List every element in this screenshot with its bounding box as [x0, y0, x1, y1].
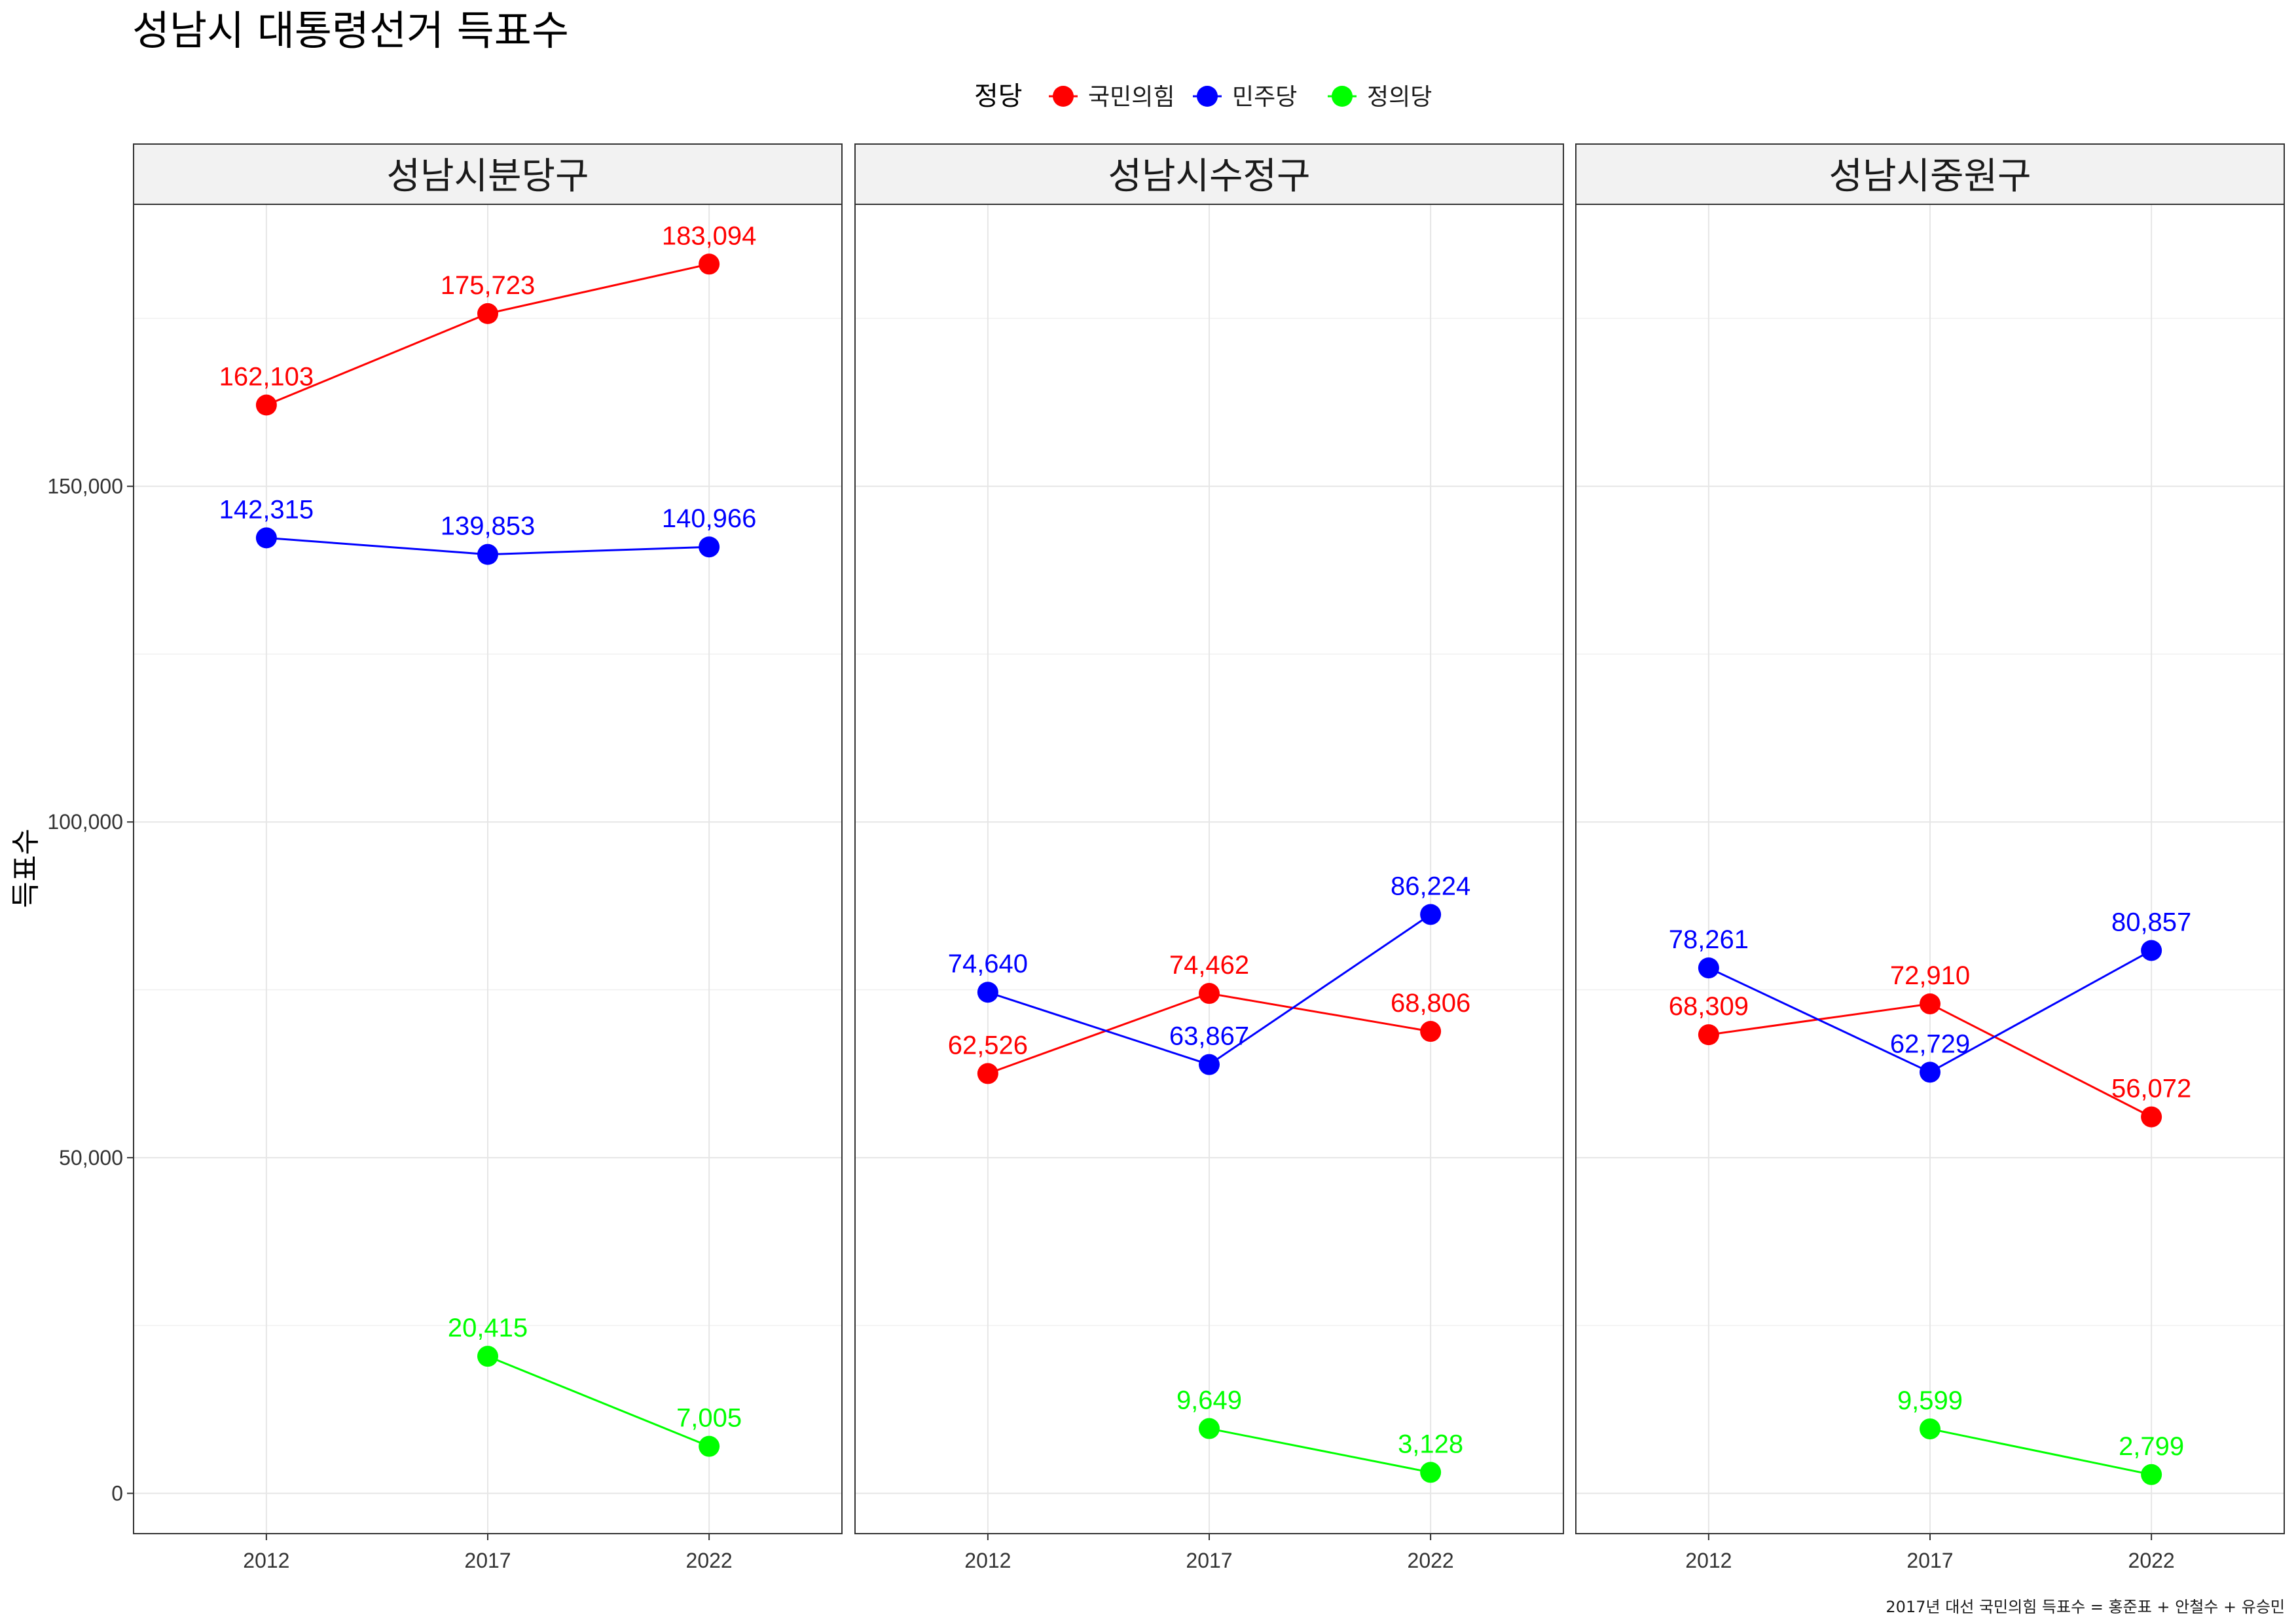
data-point-정의당: [1420, 1462, 1442, 1483]
data-point-국민의힘: [1920, 993, 1941, 1014]
y-tick-label: 100,000: [47, 810, 123, 834]
data-label-정의당: 9,649: [1176, 1386, 1242, 1415]
data-point-정의당: [699, 1435, 720, 1457]
y-axis-title: 득표수: [9, 828, 43, 908]
data-point-민주당: [477, 544, 498, 565]
data-point-국민의힘: [1420, 1021, 1442, 1043]
x-tick-label: 2022: [1408, 1549, 1454, 1572]
data-label-민주당: 80,857: [2111, 908, 2191, 936]
data-label-정의당: 3,128: [1398, 1430, 1463, 1458]
y-tick-label: 0: [111, 1481, 123, 1505]
data-point-민주당: [1698, 957, 1719, 979]
data-point-민주당: [1199, 1054, 1220, 1075]
series-line-국민의힘: [487, 263, 710, 315]
data-label-민주당: 78,261: [1669, 925, 1749, 954]
chart-title: 성남시 대통령선거 득표수: [132, 7, 569, 54]
data-point-정의당: [477, 1346, 498, 1367]
data-label-국민의힘: 175,723: [441, 271, 536, 300]
facet-strip: [1575, 143, 2285, 205]
legend-label-민주당: 민주당: [1232, 84, 1297, 111]
y-tick-label: 50,000: [59, 1146, 123, 1170]
series-line-정의당: [1209, 1428, 1431, 1473]
legend-key-marker-정의당: [1332, 86, 1353, 107]
data-point-국민의힘: [2141, 1106, 2162, 1128]
data-point-국민의힘: [477, 303, 498, 324]
x-tick-label: 2012: [964, 1549, 1011, 1572]
facet-strip-label: 성남시중원구: [1829, 155, 2031, 198]
legend-label-정의당: 정의당: [1367, 84, 1432, 111]
legend: 정당 국민의힘 민주당 정의당: [974, 81, 1432, 111]
x-tick-label: 2017: [1186, 1549, 1232, 1572]
data-label-민주당: 63,867: [1169, 1022, 1249, 1051]
data-label-민주당: 86,224: [1391, 872, 1470, 900]
facet-strip: [854, 143, 1564, 205]
series-line-민주당: [1209, 913, 1431, 1065]
series-line-민주당: [266, 536, 488, 556]
data-point-국민의힘: [977, 1063, 998, 1084]
data-label-국민의힘: 68,806: [1391, 989, 1470, 1018]
data-label-정의당: 2,799: [2119, 1432, 2184, 1461]
series-line-국민의힘: [1929, 1003, 2152, 1118]
data-label-국민의힘: 162,103: [219, 363, 314, 392]
data-point-국민의힘: [1199, 983, 1220, 1005]
series-line-민주당: [1929, 950, 2152, 1073]
series-line-민주당: [487, 545, 710, 556]
legend-key-marker-국민의힘: [1053, 86, 1074, 107]
x-tick-label: 2017: [1906, 1549, 1953, 1572]
series-line-정의당: [487, 1355, 710, 1448]
data-label-민주당: 142,315: [219, 495, 314, 524]
series-line-국민의힘: [1209, 992, 1431, 1033]
legend-label-국민의힘: 국민의힘: [1088, 84, 1175, 111]
data-point-민주당: [1420, 904, 1442, 925]
data-label-국민의힘: 62,526: [948, 1031, 1028, 1060]
data-point-국민의힘: [1698, 1024, 1719, 1046]
data-point-민주당: [977, 982, 998, 1003]
data-label-국민의힘: 56,072: [2111, 1075, 2191, 1103]
data-label-국민의힘: 74,462: [1169, 951, 1249, 980]
data-point-국민의힘: [699, 253, 720, 275]
y-axis: 0 50,000 100,000 150,000: [47, 475, 134, 1505]
panel-성남시중원구: 68,309 72,910 56,072 78,261 62,729 80,857 9,59…: [1575, 143, 2285, 1572]
facet-strip: [133, 143, 843, 205]
data-label-민주당: 74,640: [948, 950, 1028, 978]
data-label-민주당: 140,966: [662, 504, 757, 533]
x-tick-label: 2012: [243, 1549, 289, 1572]
x-tick-label: 2022: [686, 1549, 733, 1572]
x-tick-label: 2012: [1685, 1549, 1732, 1572]
data-point-민주당: [699, 536, 720, 558]
data-point-민주당: [1920, 1061, 1941, 1083]
chart-caption: 2017년 대선 국민의힘 득표수 = 홍준표 + 안철수 + 유승민: [1886, 1598, 2285, 1616]
data-label-정의당: 9,599: [1897, 1386, 1963, 1415]
data-label-국민의힘: 72,910: [1890, 961, 1970, 990]
data-label-정의당: 20,415: [448, 1314, 528, 1342]
data-label-국민의힘: 183,094: [662, 221, 757, 250]
legend-key-marker-민주당: [1197, 86, 1218, 107]
data-point-정의당: [2141, 1464, 2162, 1485]
series-line-정의당: [1929, 1428, 2152, 1476]
data-point-정의당: [1920, 1418, 1941, 1440]
y-tick-label: 150,000: [47, 475, 123, 498]
series-line-국민의힘: [266, 312, 488, 406]
series-line-국민의힘: [987, 992, 1210, 1075]
data-point-민주당: [255, 527, 277, 549]
x-tick-label: 2017: [464, 1549, 511, 1572]
facet-strip-label: 성남시수정구: [1108, 155, 1310, 198]
series-line-민주당: [1708, 967, 1931, 1073]
panel-성남시수정구: 62,526 74,462 68,806 74,640 63,867 86,224 9,64…: [854, 143, 1564, 1572]
x-tick-label: 2022: [2128, 1549, 2175, 1572]
data-point-국민의힘: [255, 394, 277, 416]
legend-title: 정당: [974, 81, 1023, 111]
facet-strip-label: 성남시분당구: [386, 155, 589, 198]
panel-성남시분당구: 162,103 175,723 183,094 142,315 139,853 140,9…: [133, 143, 843, 1572]
data-point-민주당: [2141, 940, 2162, 961]
data-label-정의당: 7,005: [676, 1404, 742, 1433]
data-point-정의당: [1199, 1418, 1220, 1439]
panels: 162,103 175,723 183,094 142,315 139,853 140,9…: [133, 143, 2285, 1572]
series-line-민주당: [987, 991, 1210, 1066]
data-label-민주당: 62,729: [1890, 1029, 1970, 1058]
data-label-민주당: 139,853: [441, 512, 536, 541]
data-label-국민의힘: 68,309: [1669, 992, 1749, 1021]
